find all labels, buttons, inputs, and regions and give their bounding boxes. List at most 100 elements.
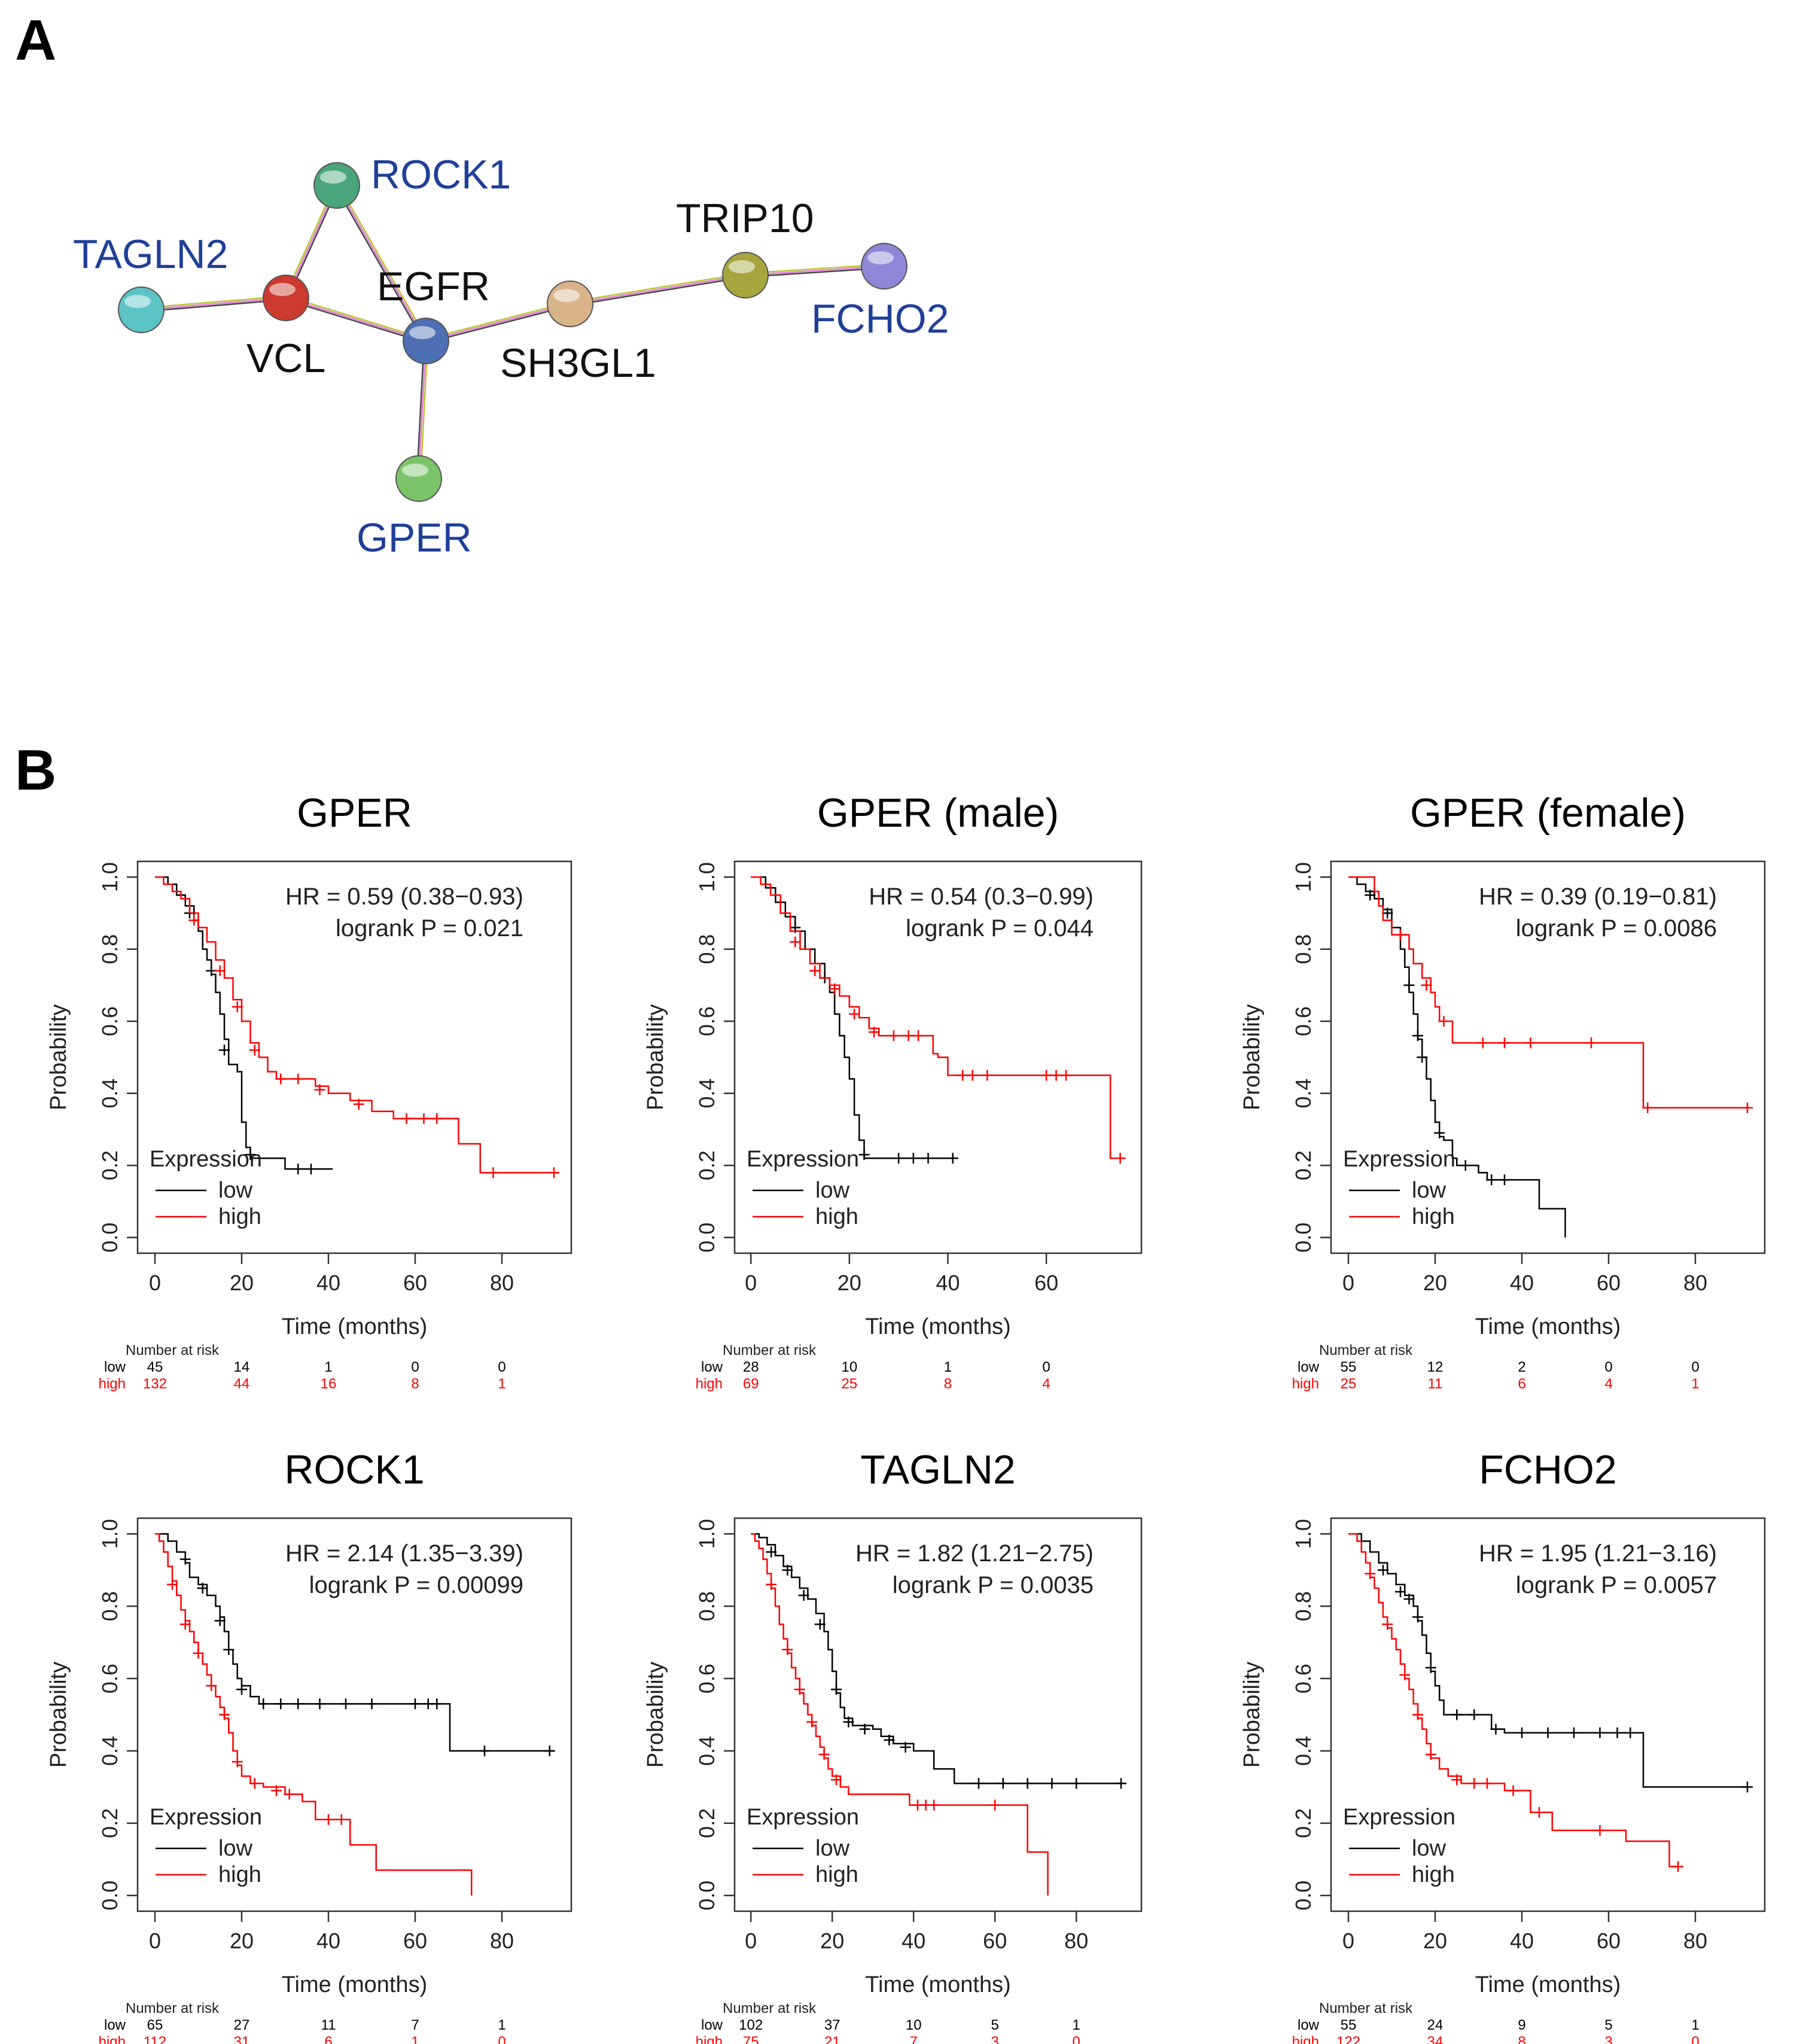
risk-count-low: 55 bbox=[1341, 1359, 1357, 1375]
censor-mark-high bbox=[401, 1113, 412, 1124]
censor-mark-high bbox=[275, 1073, 287, 1085]
censor-mark-high bbox=[790, 936, 801, 948]
risk-count-low: 10 bbox=[841, 1359, 857, 1375]
censor-mark-low bbox=[1046, 1778, 1058, 1789]
km-plot-5: FCHO2 0.0 0.2 0.4 0.6 0.8 1.0 Probability 0 20 40 6… bbox=[1240, 1447, 1766, 2044]
censor-mark-high bbox=[488, 1167, 499, 1178]
node-circle bbox=[547, 281, 593, 327]
censor-mark-high bbox=[1673, 1861, 1683, 1872]
y-tick-label: 0.6 bbox=[1291, 1006, 1315, 1036]
y-axis-label: Probability bbox=[643, 1662, 668, 1768]
censor-mark-high bbox=[868, 1026, 879, 1038]
edge-tagln2-vcl bbox=[141, 295, 287, 313]
edge-line bbox=[570, 274, 746, 305]
y-tick-label: 0.2 bbox=[1291, 1150, 1315, 1180]
edge-line bbox=[285, 297, 427, 342]
censor-mark-high bbox=[1061, 1070, 1072, 1081]
censor-mark-low bbox=[258, 1698, 269, 1710]
x-tick-label: 40 bbox=[1510, 1271, 1534, 1295]
censor-mark-high bbox=[829, 983, 840, 995]
legend-label-high: high bbox=[218, 1862, 261, 1887]
y-axis-label: Probability bbox=[46, 1004, 71, 1110]
censor-mark-low bbox=[1569, 1727, 1579, 1738]
node-label: EGFR bbox=[377, 264, 490, 309]
censor-mark-high bbox=[809, 965, 821, 976]
legend-label-low: low bbox=[815, 1836, 850, 1861]
x-tick-label: 0 bbox=[149, 1929, 161, 1953]
km-plot-3: ROCK1 0.0 0.2 0.4 0.6 0.8 1.0 Probability 0 20 40 6… bbox=[46, 1447, 572, 2044]
risk-count-high: 8 bbox=[944, 1376, 952, 1392]
node-circle bbox=[263, 275, 309, 321]
risk-count-low: 0 bbox=[498, 1359, 505, 1375]
censor-mark-high bbox=[818, 1748, 830, 1760]
risk-count-low: 0 bbox=[1691, 1359, 1699, 1375]
censor-mark-low bbox=[1460, 1160, 1471, 1171]
y-tick-label: 0.0 bbox=[695, 1881, 719, 1911]
node-label: ROCK1 bbox=[371, 152, 511, 197]
censor-mark-low bbox=[1434, 1128, 1445, 1139]
edge-line bbox=[426, 304, 571, 344]
plot-title: FCHO2 bbox=[1479, 1447, 1616, 1492]
censor-mark-high bbox=[188, 915, 200, 926]
censor-mark-low bbox=[1425, 1662, 1436, 1673]
censor-mark-high bbox=[849, 1009, 860, 1020]
hazard-ratio: HR = 0.39 (0.19−0.81) bbox=[1479, 884, 1717, 910]
censor-mark-low bbox=[214, 1615, 226, 1626]
km-curve-high bbox=[751, 1533, 1049, 1896]
censor-mark-high bbox=[1425, 1748, 1436, 1760]
legend-title: Expression bbox=[747, 1147, 859, 1172]
censor-mark-high bbox=[1482, 1778, 1493, 1789]
censor-mark-high bbox=[957, 1070, 969, 1081]
censor-mark-low bbox=[997, 1778, 1009, 1789]
x-axis-label: Time (months) bbox=[865, 1314, 1011, 1339]
censor-mark-low bbox=[410, 1698, 421, 1710]
risk-count-high: 75 bbox=[743, 2034, 759, 2044]
x-tick-label: 80 bbox=[490, 1929, 514, 1953]
censor-mark-low bbox=[1395, 1586, 1406, 1597]
censor-mark-low bbox=[1116, 1778, 1126, 1789]
censor-mark-high bbox=[293, 1073, 304, 1085]
censor-mark-low bbox=[1499, 1174, 1510, 1186]
censor-mark-high bbox=[249, 1778, 260, 1789]
legend-label-high: high bbox=[1412, 1204, 1455, 1229]
y-tick-label: 0.4 bbox=[98, 1736, 122, 1766]
censor-mark-high bbox=[193, 1647, 204, 1659]
y-tick-label: 0.8 bbox=[1291, 1591, 1315, 1621]
y-tick-label: 1.0 bbox=[1291, 1519, 1315, 1549]
censor-mark-high bbox=[1365, 1568, 1376, 1579]
censor-mark-high bbox=[1421, 979, 1432, 991]
risk-count-low: 5 bbox=[1604, 2017, 1612, 2033]
logrank-p: logrank P = 0.021 bbox=[336, 915, 523, 942]
censor-mark-low bbox=[814, 1619, 826, 1630]
risk-count-high: 1 bbox=[411, 2034, 419, 2044]
censor-mark-high bbox=[314, 1084, 325, 1095]
censor-mark-low bbox=[1403, 1594, 1415, 1605]
censor-mark-high bbox=[323, 1814, 334, 1825]
censor-mark-high bbox=[1412, 1709, 1423, 1720]
censor-mark-high bbox=[766, 1579, 777, 1590]
risk-row-high-label: high bbox=[1292, 2034, 1319, 2044]
censor-mark-low bbox=[1594, 1727, 1606, 1738]
node-circle bbox=[861, 243, 907, 290]
risk-count-low: 27 bbox=[234, 2017, 250, 2033]
censor-mark-low bbox=[798, 1590, 809, 1601]
censor-mark-high bbox=[1594, 1824, 1606, 1836]
legend-label-high: high bbox=[815, 1204, 858, 1229]
x-tick-label: 20 bbox=[838, 1271, 861, 1295]
node-fcho2: FCHO2 bbox=[811, 243, 949, 342]
censor-mark-high bbox=[1050, 1070, 1062, 1081]
x-tick-label: 40 bbox=[936, 1271, 960, 1295]
risk-count-low: 24 bbox=[1427, 2017, 1443, 2033]
risk-row-low-label: low bbox=[104, 2017, 126, 2033]
risk-count-low: 45 bbox=[147, 1359, 163, 1375]
censor-mark-high bbox=[214, 965, 226, 976]
km-plot-4: TAGLN2 0.0 0.2 0.4 0.6 0.8 1.0 Probability 0 20 40… bbox=[643, 1447, 1143, 2044]
censor-mark-high bbox=[1642, 1102, 1653, 1113]
km-curve-high bbox=[751, 876, 1125, 1159]
legend-title: Expression bbox=[747, 1805, 859, 1830]
x-tick-label: 40 bbox=[316, 1929, 340, 1953]
y-tick-label: 0.6 bbox=[98, 1006, 122, 1036]
risk-count-high: 112 bbox=[144, 2034, 166, 2044]
censor-mark-low bbox=[223, 1644, 235, 1655]
